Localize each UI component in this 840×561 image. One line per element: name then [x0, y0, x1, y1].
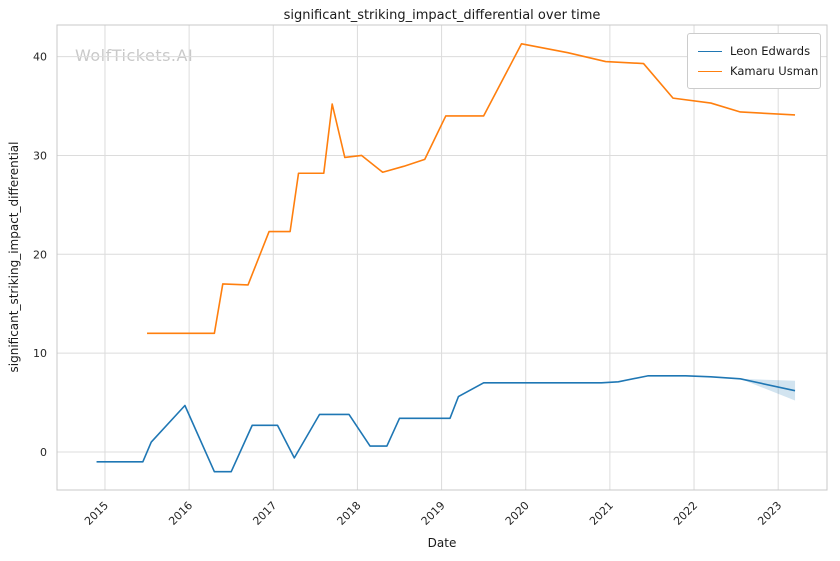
legend-label: Leon Edwards [730, 44, 811, 58]
legend-line-swatch [698, 70, 722, 72]
legend-item: Leon Edwards [698, 41, 810, 61]
legend: Leon Edwards Kamaru Usman [687, 33, 821, 89]
legend-line-swatch [698, 50, 722, 52]
svg-text:0: 0 [40, 446, 47, 459]
svg-text:30: 30 [33, 149, 47, 162]
plot-frame [56, 24, 828, 491]
svg-text:2018: 2018 [335, 499, 364, 528]
svg-text:2019: 2019 [419, 499, 448, 528]
svg-text:20: 20 [33, 248, 47, 261]
svg-text:2022: 2022 [671, 499, 700, 528]
watermark: WolfTickets.AI [75, 46, 194, 65]
svg-text:2016: 2016 [166, 499, 195, 528]
svg-text:2015: 2015 [82, 499, 111, 528]
svg-text:2020: 2020 [503, 499, 532, 528]
svg-text:2023: 2023 [755, 499, 784, 528]
x-axis-label: Date [427, 536, 457, 550]
svg-text:40: 40 [33, 51, 47, 64]
svg-text:2021: 2021 [587, 499, 616, 528]
x-tick-labels: 2015 2016 2017 2018 2019 2020 2021 2022 2023 [82, 499, 784, 528]
legend-item: Kamaru Usman [698, 61, 818, 81]
chart-title: significant_striking_impact_differential… [283, 8, 601, 23]
svg-text:2017: 2017 [250, 499, 279, 528]
confidence-band [740, 378, 796, 401]
legend-label: Kamaru Usman [730, 64, 819, 78]
svg-text:10: 10 [33, 347, 47, 360]
series-lines [96, 42, 796, 473]
y-tick-labels: 0 10 20 30 40 [33, 51, 47, 459]
gridlines [57, 25, 827, 490]
